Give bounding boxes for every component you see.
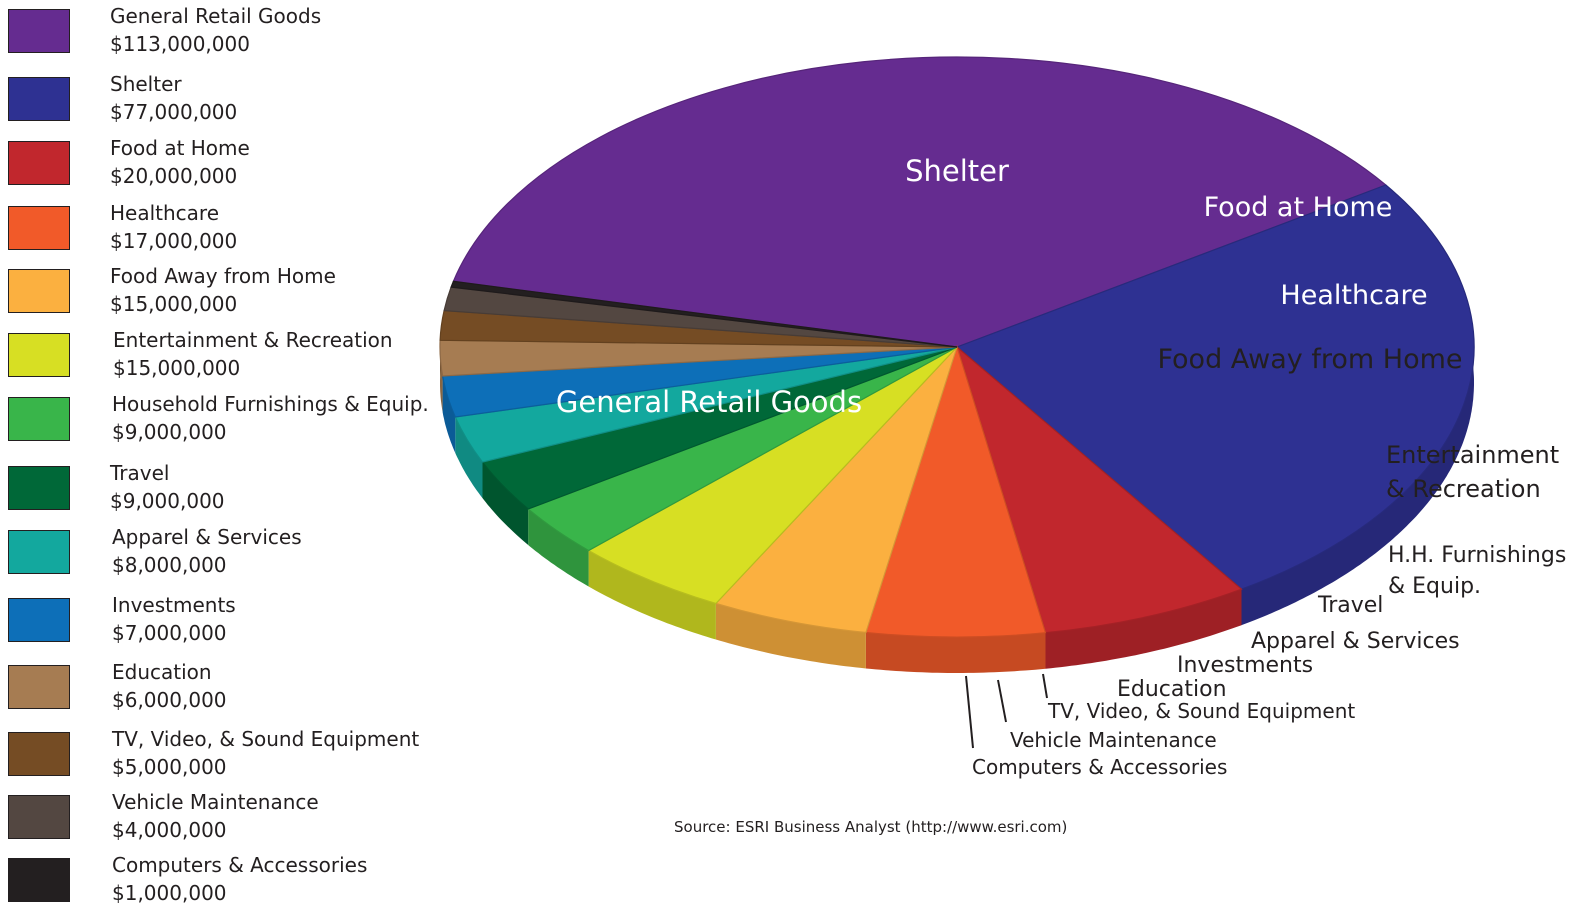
- pie-slice-label: Investments: [1177, 653, 1313, 678]
- legend-value: $20,000,000: [110, 164, 238, 188]
- pie-slice: [450, 280, 958, 348]
- pie-slice: [714, 346, 958, 634]
- pie-slice-side: [482, 462, 529, 545]
- pie-slice-label: H.H. Furnishings & Equip.: [1388, 543, 1566, 599]
- legend-swatch: [8, 598, 70, 642]
- legend-swatch: [8, 9, 70, 53]
- legend-swatch: [8, 665, 70, 709]
- legend-label: Investments: [112, 593, 236, 617]
- legend-value: $9,000,000: [110, 489, 225, 513]
- pie-slice-side: [440, 340, 443, 412]
- pie-slice: [587, 346, 958, 605]
- legend-value: $8,000,000: [112, 553, 227, 577]
- pie-slice: [865, 344, 1047, 638]
- legend-swatch: [8, 206, 70, 250]
- legend-label: General Retail Goods: [110, 4, 322, 28]
- pie-slice: [955, 345, 1243, 634]
- pie-labels: General Retail Goods Shelter Food at Home H…: [556, 154, 1566, 779]
- legend-label: Travel: [110, 461, 170, 485]
- legend-value: $113,000,000: [110, 32, 250, 56]
- pie-slice-side: [1045, 589, 1242, 669]
- legend-label: Computers & Accessories: [112, 853, 368, 877]
- pie-slice-label: General Retail Goods: [556, 385, 862, 419]
- legend-value: $5,000,000: [112, 755, 227, 779]
- legend-swatch: [8, 466, 70, 510]
- chart-legend: General Retail Goods $113,000,000 Shelte…: [0, 0, 440, 915]
- legend-label: Food at Home: [110, 136, 250, 160]
- legend-swatch: [8, 77, 70, 121]
- tv-leader-line: [1042, 673, 1048, 699]
- legend-value: $15,000,000: [110, 292, 238, 316]
- source-note: Source: ESRI Business Analyst (http://ww…: [674, 818, 1068, 836]
- pie-slice: [452, 56, 1387, 348]
- pie-slice-label: Computers & Accessories: [972, 755, 1227, 779]
- legend-value: $77,000,000: [110, 100, 238, 124]
- legend-label: Vehicle Maintenance: [112, 790, 319, 814]
- pie-slice-side: [528, 509, 589, 587]
- legend-label: TV, Video, & Sound Equipment: [112, 727, 420, 751]
- legend-label: Entertainment & Recreation: [113, 328, 393, 352]
- legend-label: Shelter: [110, 72, 182, 96]
- pie-slice-label: Food at Home: [1204, 192, 1393, 223]
- pie-slice-label: Travel: [1317, 593, 1383, 618]
- legend-value: $15,000,000: [113, 356, 241, 380]
- legend-swatch: [8, 732, 70, 776]
- computers-leader-line: [965, 675, 974, 749]
- legend-value: $7,000,000: [112, 621, 227, 645]
- pie-slice-label: Healthcare: [1280, 280, 1427, 311]
- legend-value: $17,000,000: [110, 229, 238, 253]
- legend-label: Education: [112, 660, 212, 684]
- pie-slice-side: [588, 550, 716, 640]
- legend-label: Food Away from Home: [110, 264, 336, 288]
- legend-value: $9,000,000: [112, 420, 227, 444]
- pie-slice-side: [1241, 185, 1474, 626]
- legend-label: Healthcare: [110, 201, 220, 225]
- legend-swatch: [8, 858, 70, 902]
- legend-swatch: [8, 141, 70, 185]
- vehicle-leader-line: [997, 679, 1007, 723]
- pie-slice-label: Apparel & Services: [1251, 629, 1460, 654]
- pie-slice-label: Shelter: [905, 154, 1009, 188]
- legend-label: Household Furnishings & Equip.: [112, 392, 429, 416]
- legend-swatch: [8, 397, 70, 441]
- pie-slice-label: Food Away from Home: [1157, 344, 1462, 375]
- pie-slice-label: TV, Video, & Sound Equipment: [1047, 699, 1355, 723]
- pie-slice-side: [455, 417, 483, 499]
- legend-value: $4,000,000: [112, 818, 227, 842]
- pie-slice-label: Vehicle Maintenance: [1010, 728, 1217, 752]
- pie-slice-side: [865, 632, 1046, 673]
- pie-slice-label: Education: [1117, 677, 1227, 702]
- pie-slice-label: Entertainment & Recreation: [1386, 441, 1559, 503]
- legend-value: $6,000,000: [112, 688, 227, 712]
- legend-swatch: [8, 530, 70, 574]
- legend-swatch: [8, 333, 70, 377]
- pie-slice-side: [715, 603, 866, 669]
- pie-slices: [439, 56, 1475, 638]
- legend-value: $1,000,000: [112, 881, 227, 905]
- legend-swatch: [8, 269, 70, 313]
- pie-slice-side: [442, 376, 456, 453]
- legend-label: Apparel & Services: [112, 525, 302, 549]
- pie-slice: [955, 184, 1475, 590]
- legend-swatch: [8, 795, 70, 839]
